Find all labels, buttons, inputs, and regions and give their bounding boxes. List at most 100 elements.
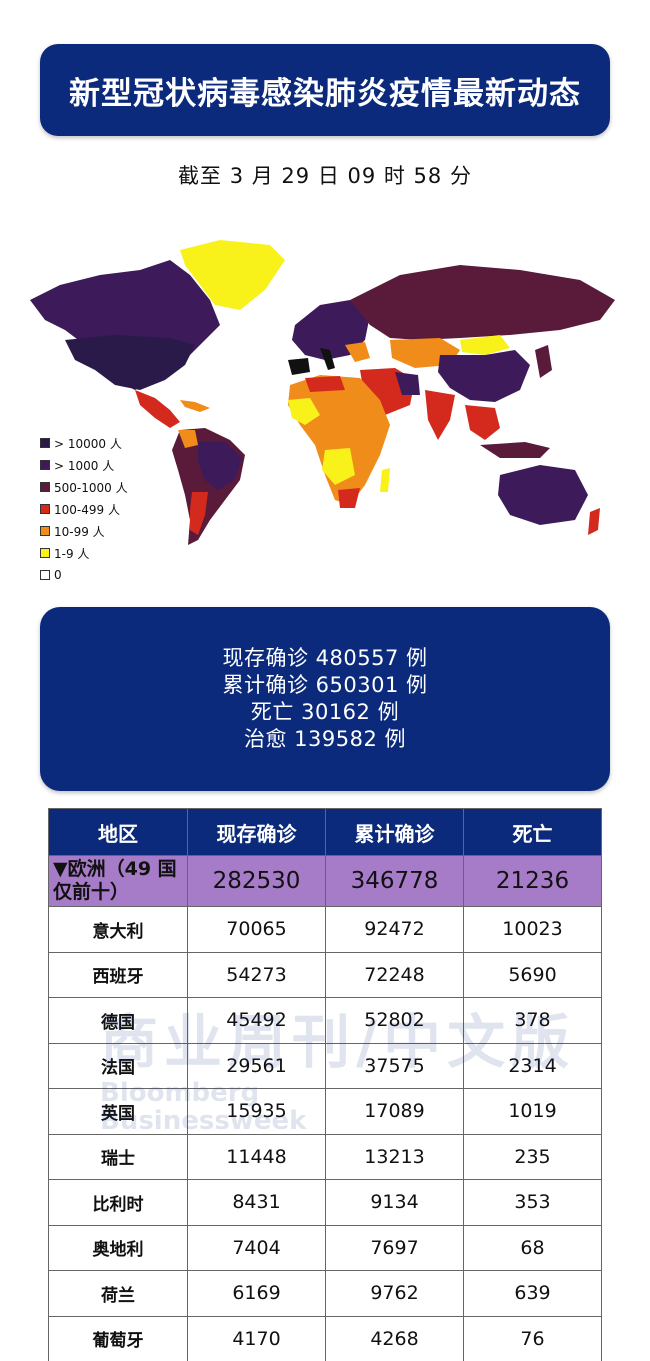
country-deaths: 68 bbox=[463, 1224, 602, 1271]
country-name: 西班牙 bbox=[48, 951, 188, 998]
region-total: 346778 bbox=[325, 855, 464, 907]
country-name: 德国 bbox=[48, 997, 188, 1044]
stat-deaths: 死亡 30162 例 bbox=[250, 700, 400, 724]
map-iran bbox=[395, 372, 420, 395]
stat-active: 现存确诊 480557 例 bbox=[222, 646, 428, 670]
title-banner: 新型冠状病毒感染肺炎疫情最新动态 bbox=[40, 44, 610, 136]
country-deaths: 1019 bbox=[463, 1088, 602, 1135]
header-deaths: 死亡 bbox=[463, 808, 602, 856]
header-total: 累计确诊 bbox=[325, 808, 464, 856]
table-row: 意大利 70065 92472 10023 bbox=[48, 906, 602, 953]
page-title: 新型冠状病毒感染肺炎疫情最新动态 bbox=[69, 75, 581, 112]
country-total: 9762 bbox=[325, 1270, 464, 1317]
map-colombia bbox=[178, 430, 198, 448]
legend-item: > 10000 人 bbox=[40, 432, 128, 454]
country-deaths: 378 bbox=[463, 997, 602, 1044]
country-name: 意大利 bbox=[48, 906, 188, 953]
table-row: 法国 29561 37575 2314 bbox=[48, 1042, 602, 1089]
country-active: 15935 bbox=[187, 1088, 326, 1135]
legend-swatch bbox=[40, 482, 50, 492]
legend-item: 500-1000 人 bbox=[40, 476, 128, 498]
world-map-svg bbox=[30, 240, 615, 545]
map-usa bbox=[65, 335, 195, 390]
country-total: 92472 bbox=[325, 906, 464, 953]
map-central-america bbox=[135, 390, 180, 428]
country-total: 72248 bbox=[325, 951, 464, 998]
map-china bbox=[438, 350, 530, 402]
country-active: 6169 bbox=[187, 1270, 326, 1317]
legend-label: 1-9 人 bbox=[54, 546, 90, 561]
country-total: 9134 bbox=[325, 1179, 464, 1226]
map-italy bbox=[320, 348, 335, 370]
country-total: 7697 bbox=[325, 1224, 464, 1271]
map-madagascar bbox=[380, 468, 390, 492]
map-southeast-asia bbox=[465, 405, 500, 440]
country-deaths: 639 bbox=[463, 1270, 602, 1317]
legend-swatch bbox=[40, 460, 50, 470]
country-name: 法国 bbox=[48, 1042, 188, 1089]
map-africa bbox=[288, 375, 390, 505]
country-total: 4268 bbox=[325, 1315, 464, 1361]
table-row: 荷兰 6169 9762 639 bbox=[48, 1270, 602, 1317]
country-deaths: 76 bbox=[463, 1315, 602, 1361]
map-south-africa bbox=[338, 488, 360, 508]
table-row: 葡萄牙 4170 4268 76 bbox=[48, 1315, 602, 1361]
country-deaths: 353 bbox=[463, 1179, 602, 1226]
legend-item: 0 bbox=[40, 564, 128, 586]
country-total: 52802 bbox=[325, 997, 464, 1044]
stat-total: 累计确诊 650301 例 bbox=[222, 673, 428, 697]
country-name: 比利时 bbox=[48, 1179, 188, 1226]
map-spain bbox=[288, 358, 310, 375]
table-row: 英国 15935 17089 1019 bbox=[48, 1088, 602, 1135]
map-indonesia bbox=[480, 442, 550, 458]
legend-item: > 1000 人 bbox=[40, 454, 128, 476]
map-australia bbox=[498, 465, 588, 525]
country-active: 45492 bbox=[187, 997, 326, 1044]
country-deaths: 10023 bbox=[463, 906, 602, 953]
legend-swatch bbox=[40, 438, 50, 448]
country-active: 29561 bbox=[187, 1042, 326, 1089]
map-central-africa bbox=[322, 448, 355, 485]
region-deaths: 21236 bbox=[463, 855, 602, 907]
country-name: 荷兰 bbox=[48, 1270, 188, 1317]
region-row-europe[interactable]: ▼欧洲（49 国仅前十） 282530 346778 21236 bbox=[48, 855, 602, 907]
map-west-africa bbox=[288, 398, 320, 425]
legend-swatch bbox=[40, 548, 50, 558]
legend-swatch bbox=[40, 526, 50, 536]
cases-table: 地区 现存确诊 累计确诊 死亡 ▼欧洲（49 国仅前十） 282530 3467… bbox=[48, 808, 602, 1361]
legend-item: 10-99 人 bbox=[40, 520, 128, 542]
legend-item: 1-9 人 bbox=[40, 542, 128, 564]
legend-swatch bbox=[40, 570, 50, 580]
update-timestamp: 截至 3 月 29 日 09 时 58 分 bbox=[178, 164, 472, 188]
map-legend: > 10000 人 > 1000 人 500-1000 人 100-499 人 10-9… bbox=[40, 432, 128, 586]
country-active: 8431 bbox=[187, 1179, 326, 1226]
map-north-africa bbox=[305, 376, 345, 392]
table-row: 比利时 8431 9134 353 bbox=[48, 1179, 602, 1226]
country-name: 葡萄牙 bbox=[48, 1315, 188, 1361]
country-total: 13213 bbox=[325, 1133, 464, 1180]
country-deaths: 5690 bbox=[463, 951, 602, 998]
map-caribbean bbox=[180, 400, 210, 412]
header-region: 地区 bbox=[48, 808, 188, 856]
country-name: 英国 bbox=[48, 1088, 188, 1135]
legend-label: > 10000 人 bbox=[54, 436, 122, 451]
map-new-zealand bbox=[588, 508, 600, 535]
country-name: 奥地利 bbox=[48, 1224, 188, 1271]
country-deaths: 235 bbox=[463, 1133, 602, 1180]
region-name: ▼欧洲（49 国仅前十） bbox=[48, 855, 188, 907]
map-russia bbox=[350, 265, 615, 340]
legend-label: 0 bbox=[54, 568, 62, 582]
region-active: 282530 bbox=[187, 855, 326, 907]
table-row: 西班牙 54273 72248 5690 bbox=[48, 951, 602, 998]
legend-label: 500-1000 人 bbox=[54, 480, 128, 495]
country-active: 70065 bbox=[187, 906, 326, 953]
table-header-row: 地区 现存确诊 累计确诊 死亡 bbox=[48, 808, 602, 856]
map-greenland bbox=[180, 240, 285, 310]
legend-item: 100-499 人 bbox=[40, 498, 128, 520]
legend-label: 100-499 人 bbox=[54, 502, 120, 517]
stat-recovered: 治愈 139582 例 bbox=[243, 727, 406, 751]
legend-label: 10-99 人 bbox=[54, 524, 105, 539]
country-total: 17089 bbox=[325, 1088, 464, 1135]
map-argentina bbox=[190, 492, 208, 535]
stats-summary: 现存确诊 480557 例 累计确诊 650301 例 死亡 30162 例 治… bbox=[40, 607, 610, 791]
